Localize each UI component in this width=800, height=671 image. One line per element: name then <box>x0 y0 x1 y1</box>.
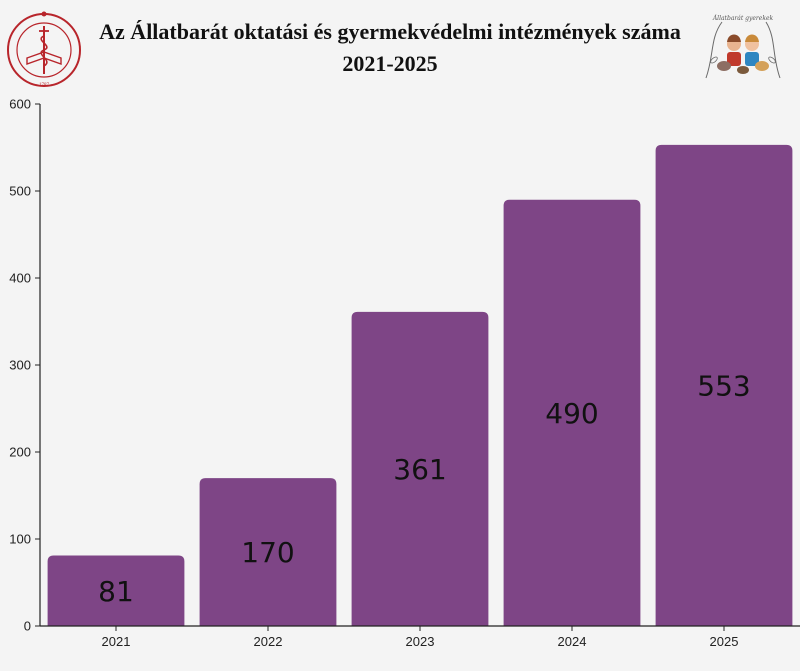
bar-value-label-2025: 553 <box>697 369 750 402</box>
bar-value-label-2023: 361 <box>393 453 446 486</box>
chart-title-line2: 2021-2025 <box>342 51 438 76</box>
y-tick-label: 600 <box>9 97 31 112</box>
x-tick-label-2023: 2023 <box>406 634 435 649</box>
bar-value-label-2024: 490 <box>545 397 598 430</box>
chart-title-line1: Az Állatbarát oktatási és gyermekvédelmi… <box>99 19 681 44</box>
seal-year: · 1787 · <box>36 83 52 88</box>
bar-value-label-2022: 170 <box>241 536 294 569</box>
bar-2022 <box>199 478 337 626</box>
x-axis: 2021 2022 2023 2024 2025 <box>40 625 800 649</box>
x-tick-label-2025: 2025 <box>710 634 739 649</box>
y-tick-label: 500 <box>9 184 31 199</box>
x-tick-label-2024: 2024 <box>558 634 587 649</box>
bars: 81 170 361 490 553 <box>47 144 793 626</box>
y-tick-label: 100 <box>9 532 31 547</box>
chart-title: Az Állatbarát oktatási és gyermekvédelmi… <box>90 16 690 80</box>
bar-2024 <box>503 199 641 626</box>
y-tick-label: 0 <box>24 619 31 634</box>
right-logo-text: Állatbarát gyerekek <box>712 15 774 22</box>
x-tick-label-2021: 2021 <box>102 634 131 649</box>
bar-2023 <box>351 311 489 626</box>
y-tick-label: 200 <box>9 445 31 460</box>
y-tick-label: 400 <box>9 271 31 286</box>
bar-2021 <box>47 555 185 626</box>
x-tick-label-2022: 2022 <box>254 634 283 649</box>
university-seal-logo: · 1787 · <box>7 11 81 88</box>
animal-friendly-kids-logo: Állatbarát gyerekek <box>705 15 781 79</box>
y-tick-label: 300 <box>9 358 31 373</box>
y-axis: 0 100 200 300 400 500 600 <box>9 97 41 634</box>
bar-2025 <box>655 144 793 626</box>
bar-value-label-2021: 81 <box>98 575 134 608</box>
